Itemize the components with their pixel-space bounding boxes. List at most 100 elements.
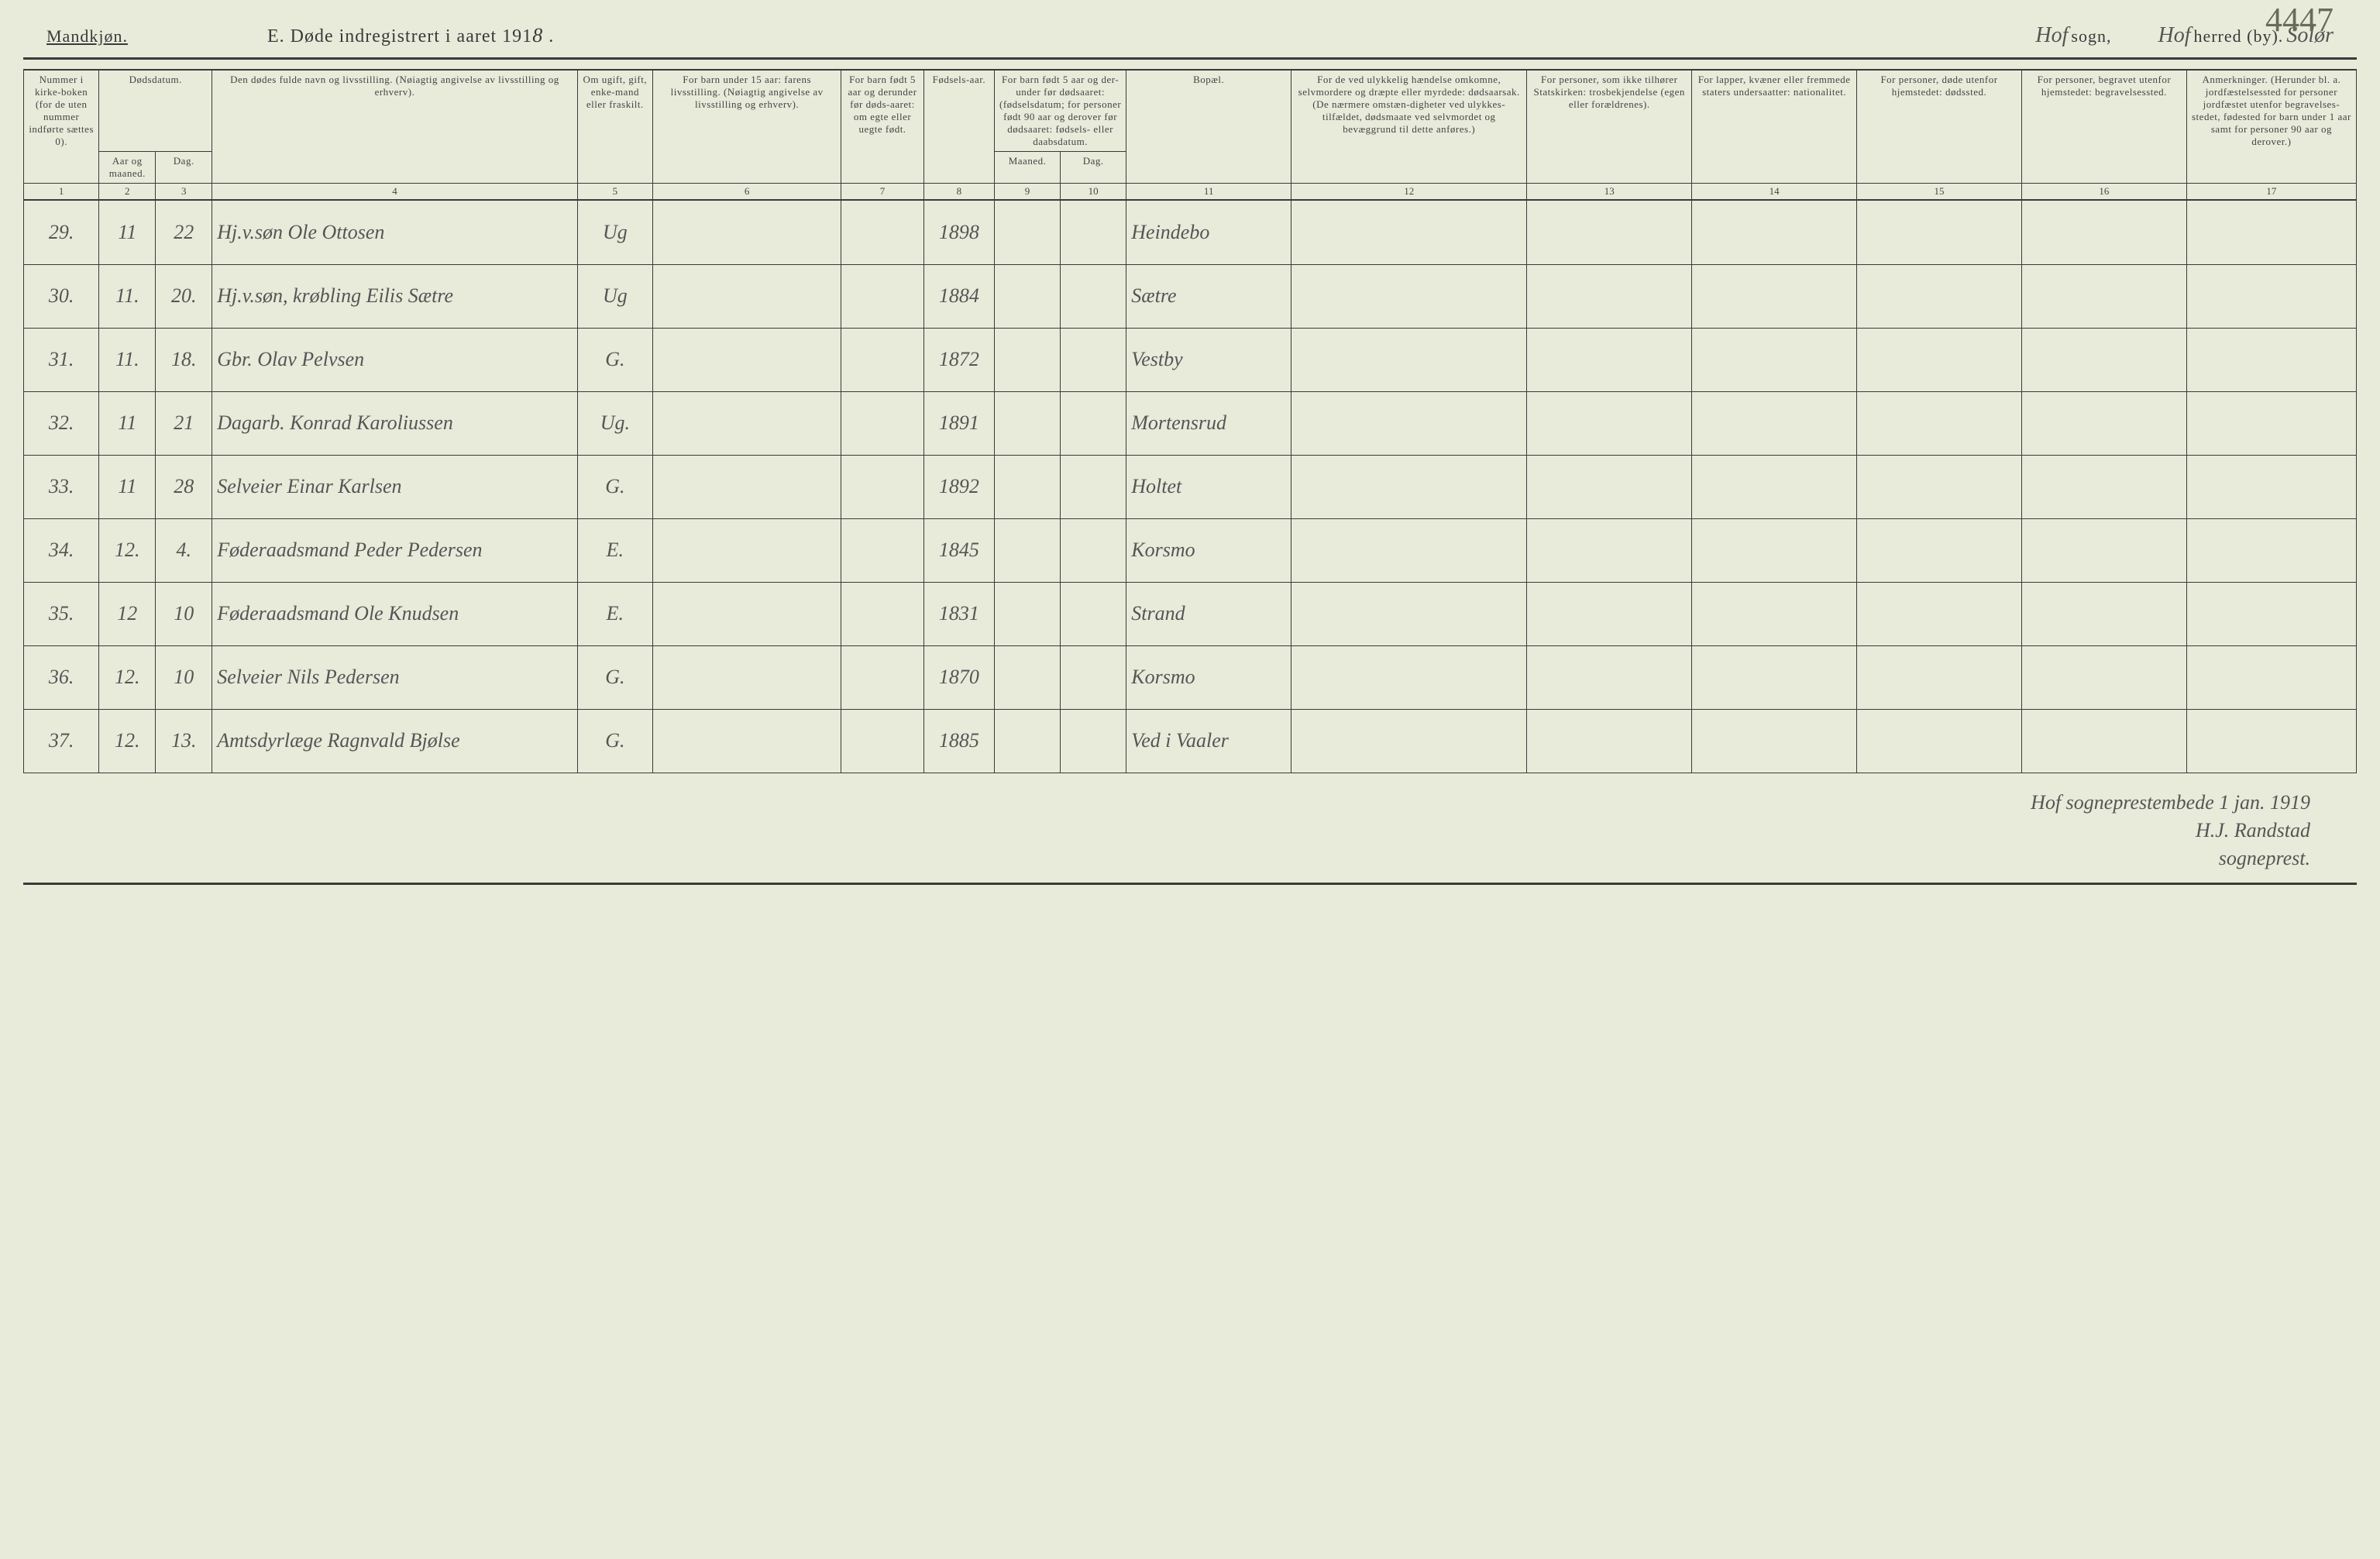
cell-birthmonth (994, 264, 1060, 328)
cell-religion (1527, 455, 1692, 518)
cell-nationality (1692, 264, 1857, 328)
cell-remarks (2186, 201, 2356, 264)
cell-residence: Heindebo (1126, 201, 1291, 264)
colnum: 16 (2021, 184, 2186, 201)
sogn-script: Hof (2035, 23, 2068, 47)
rule-top (23, 57, 2357, 60)
cell-nationality (1692, 201, 1857, 264)
cell-deathplace (1857, 645, 2022, 709)
col-9-header-top: For barn født 5 aar og der-under før død… (994, 70, 1126, 152)
cell-birthmonth (994, 455, 1060, 518)
cell-name: Amtsdyrlæge Ragnvald Bjølse (212, 709, 577, 773)
cell-birthday (1061, 455, 1126, 518)
cell-num: 37. (24, 709, 99, 773)
cell-remarks (2186, 455, 2356, 518)
cell-occupation (652, 264, 841, 328)
data-table: 29.1122Hj.v.søn Ole OttosenUg1898Heindeb… (23, 201, 2357, 773)
cell-status: Ug. (577, 391, 652, 455)
ledger-page: Mandkjøn. E. Døde indregistrert i aaret … (23, 23, 2357, 885)
cell-residence: Strand (1126, 582, 1291, 645)
col-3-sub: Dag. (156, 152, 212, 184)
cell-burialplace (2021, 518, 2186, 582)
cell-remarks (2186, 518, 2356, 582)
cell-burialplace (2021, 582, 2186, 645)
colnum: 4 (212, 184, 577, 201)
cell-remarks (2186, 709, 2356, 773)
cell-religion (1527, 264, 1692, 328)
col-8-header: Fødsels-aar. (923, 70, 994, 184)
cell-burialplace (2021, 328, 2186, 391)
cell-occupation (652, 582, 841, 645)
cell-deathplace (1857, 264, 2022, 328)
footer-line3: sogneprest. (23, 845, 2310, 872)
cell-day: 13. (156, 709, 212, 773)
cell-residence: Mortensrud (1126, 391, 1291, 455)
cell-birthday (1061, 709, 1126, 773)
cell-occupation (652, 455, 841, 518)
colnum: 7 (841, 184, 923, 201)
cell-birthmonth (994, 645, 1060, 709)
cell-cause (1291, 709, 1527, 773)
cell-birthyear: 1885 (923, 709, 994, 773)
cell-month: 12. (99, 645, 156, 709)
cell-occupation (652, 328, 841, 391)
cell-cause (1291, 582, 1527, 645)
cell-status: G. (577, 455, 652, 518)
cell-day: 28 (156, 455, 212, 518)
footer-line1: Hof sogneprestembede 1 jan. 1919 (23, 789, 2310, 817)
colnum: 12 (1291, 184, 1527, 201)
cell-religion (1527, 201, 1692, 264)
cell-nationality (1692, 328, 1857, 391)
cell-nationality (1692, 709, 1857, 773)
col-16-header: For personer, begravet utenfor hjemstede… (2021, 70, 2186, 184)
cell-residence: Ved i Vaaler (1126, 709, 1291, 773)
cell-month: 12 (99, 582, 156, 645)
colnum: 3 (156, 184, 212, 201)
table-row: 32.1121Dagarb. Konrad KaroliussenUg.1891… (24, 391, 2357, 455)
cell-deathplace (1857, 582, 2022, 645)
col-12-header: For de ved ulykkelig hændelse omkomne, s… (1291, 70, 1527, 184)
cell-remarks (2186, 264, 2356, 328)
col-1-header: Nummer i kirke-boken (for de uten nummer… (24, 70, 99, 184)
cell-day: 10 (156, 645, 212, 709)
cell-num: 35. (24, 582, 99, 645)
cell-remarks (2186, 582, 2356, 645)
cell-status: G. (577, 709, 652, 773)
cell-occupation (652, 518, 841, 582)
cell-birthday (1061, 391, 1126, 455)
cell-num: 32. (24, 391, 99, 455)
table-row: 30.11.20.Hj.v.søn, krøbling Eilis SætreU… (24, 264, 2357, 328)
cell-legitimacy (841, 201, 923, 264)
cell-cause (1291, 391, 1527, 455)
colnum: 5 (577, 184, 652, 201)
column-header-table: Nummer i kirke-boken (for de uten nummer… (23, 69, 2357, 201)
col-17-header: Anmerkninger. (Herunder bl. a. jordfæste… (2186, 70, 2356, 184)
col-10-sub: Dag. (1061, 152, 1126, 184)
cell-deathplace (1857, 391, 2022, 455)
cell-status: E. (577, 582, 652, 645)
cell-birthyear: 1891 (923, 391, 994, 455)
cell-birthyear: 1870 (923, 645, 994, 709)
colnum: 8 (923, 184, 994, 201)
colnum: 17 (2186, 184, 2356, 201)
colnum: 10 (1061, 184, 1126, 201)
cell-nationality (1692, 391, 1857, 455)
cell-occupation (652, 709, 841, 773)
cell-birthday (1061, 518, 1126, 582)
cell-legitimacy (841, 582, 923, 645)
cell-num: 33. (24, 455, 99, 518)
cell-legitimacy (841, 645, 923, 709)
colnum: 11 (1126, 184, 1291, 201)
cell-residence: Korsmo (1126, 518, 1291, 582)
cell-month: 11 (99, 201, 156, 264)
cell-num: 29. (24, 201, 99, 264)
cell-religion (1527, 645, 1692, 709)
cell-birthday (1061, 264, 1126, 328)
cell-name: Gbr. Olav Pelvsen (212, 328, 577, 391)
cell-burialplace (2021, 455, 2186, 518)
cell-burialplace (2021, 201, 2186, 264)
cell-legitimacy (841, 518, 923, 582)
colnum: 14 (1692, 184, 1857, 201)
cell-month: 12. (99, 518, 156, 582)
cell-religion (1527, 518, 1692, 582)
